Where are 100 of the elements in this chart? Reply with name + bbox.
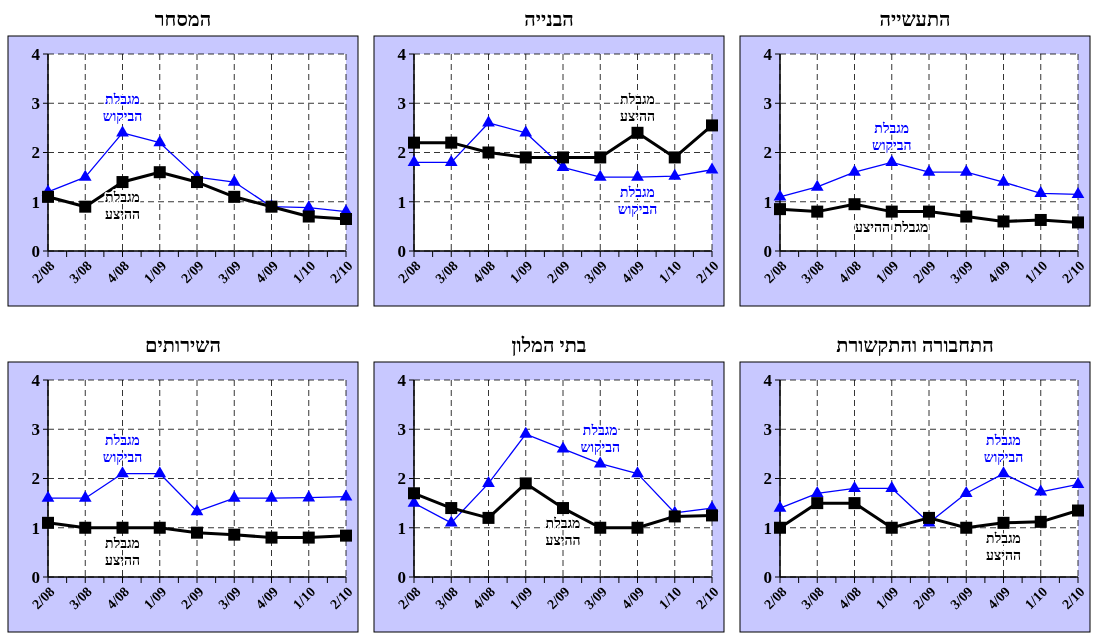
x-tick-label: 3/09 — [581, 257, 610, 287]
y-tick-label: 3 — [763, 420, 772, 440]
point — [811, 497, 824, 510]
x-tick-label: 3/09 — [215, 583, 244, 613]
y-tick-label: 2 — [763, 469, 772, 489]
x-tick-label: 3/08 — [432, 257, 461, 287]
y-tick-label: 4 — [397, 44, 407, 64]
x-tick-label: 1/10 — [1022, 257, 1051, 287]
point — [885, 481, 899, 493]
point — [482, 476, 495, 488]
point — [302, 210, 315, 223]
point — [774, 521, 786, 534]
x-tick-label: 2/09 — [544, 257, 573, 287]
x-tick-label: 1/10 — [656, 583, 685, 613]
series-label: מגבלת הביקוש — [617, 185, 658, 218]
x-tick-label: 1/09 — [141, 257, 170, 287]
x-tick-label: 1/10 — [290, 583, 319, 613]
series-label: מגבלת ההיצע — [619, 91, 656, 124]
point — [116, 125, 129, 137]
x-tick-label: 4/09 — [252, 583, 282, 613]
x-tick-label: 3/09 — [215, 257, 244, 287]
x-tick-label: 2/10 — [327, 583, 356, 613]
y-tick-label: 1 — [763, 192, 772, 212]
y-tick-label: 1 — [397, 518, 406, 538]
point — [593, 456, 607, 468]
x-tick-label: 4/09 — [984, 257, 1014, 287]
point — [848, 497, 861, 510]
y-tick-label: 3 — [31, 94, 40, 114]
point — [79, 200, 92, 213]
x-tick-label: 2/09 — [178, 257, 207, 287]
series-label: מגבלת הביקוש — [872, 121, 912, 154]
y-tick-label: 4 — [31, 44, 41, 64]
x-tick-label: 1/09 — [873, 583, 902, 613]
x-tick-label: 1/09 — [141, 583, 170, 613]
point — [960, 521, 973, 534]
y-tick-label: 2 — [397, 143, 406, 163]
point — [519, 477, 532, 490]
y-tick-label: 4 — [763, 44, 773, 64]
x-tick-label: 4/08 — [469, 583, 499, 613]
point — [444, 155, 458, 167]
chart-title: התחבורה והתקשורת — [836, 334, 994, 356]
x-tick-label: 3/08 — [432, 583, 461, 613]
series-label: מגבלת הביקוש — [983, 432, 1024, 465]
point — [557, 151, 569, 164]
point — [885, 521, 898, 534]
y-tick-label: 2 — [763, 143, 772, 163]
y-tick-label: 1 — [763, 518, 772, 538]
series-label: מגבלת ההיצע — [104, 535, 141, 568]
point — [668, 510, 681, 523]
point — [1034, 515, 1047, 528]
x-tick-label: 4/08 — [103, 257, 133, 287]
x-tick-label: 1/09 — [873, 257, 902, 287]
y-tick-label: 2 — [31, 469, 40, 489]
point — [668, 168, 682, 180]
x-tick-label: 3/08 — [66, 257, 95, 287]
point — [482, 511, 495, 524]
y-tick-label: 4 — [397, 370, 407, 390]
x-tick-label: 4/08 — [835, 257, 865, 287]
chart-title: בתי המלון — [511, 334, 587, 357]
x-tick-label: 2/10 — [327, 257, 356, 287]
point — [408, 487, 420, 500]
point — [42, 190, 54, 203]
point — [631, 466, 644, 478]
x-tick-label: 1/10 — [1022, 583, 1051, 613]
chart-title: הבנייה — [524, 8, 574, 30]
point — [78, 169, 92, 181]
point — [810, 485, 824, 497]
x-tick-label: 4/08 — [103, 583, 133, 613]
point — [594, 521, 607, 534]
x-tick-label: 3/08 — [66, 583, 95, 613]
x-tick-label: 4/09 — [618, 257, 648, 287]
point — [706, 509, 718, 522]
y-tick-label: 1 — [397, 192, 406, 212]
point — [959, 485, 973, 497]
y-tick-label: 4 — [31, 370, 41, 390]
point — [923, 511, 935, 524]
x-tick-label: 2/09 — [910, 257, 939, 287]
x-tick-label: 2/10 — [1059, 583, 1088, 613]
point — [668, 151, 681, 164]
x-tick-label: 3/08 — [798, 583, 827, 613]
x-tick-label: 2/10 — [693, 257, 722, 287]
series-label: מגבלת הביקוש — [102, 91, 143, 124]
point — [997, 516, 1010, 529]
point — [227, 174, 241, 186]
x-tick-label: 4/09 — [252, 257, 282, 287]
y-tick-label: 1 — [31, 518, 40, 538]
point — [445, 136, 458, 149]
x-tick-label: 4/08 — [835, 583, 865, 613]
x-tick-label: 4/08 — [469, 257, 499, 287]
point — [340, 212, 352, 225]
point — [557, 502, 569, 515]
point — [519, 125, 533, 137]
point — [444, 515, 458, 527]
point — [191, 176, 203, 189]
y-tick-label: 2 — [31, 143, 40, 163]
point — [445, 502, 458, 515]
point — [153, 166, 166, 179]
point — [706, 119, 718, 132]
point — [1072, 504, 1084, 517]
point — [116, 176, 129, 189]
